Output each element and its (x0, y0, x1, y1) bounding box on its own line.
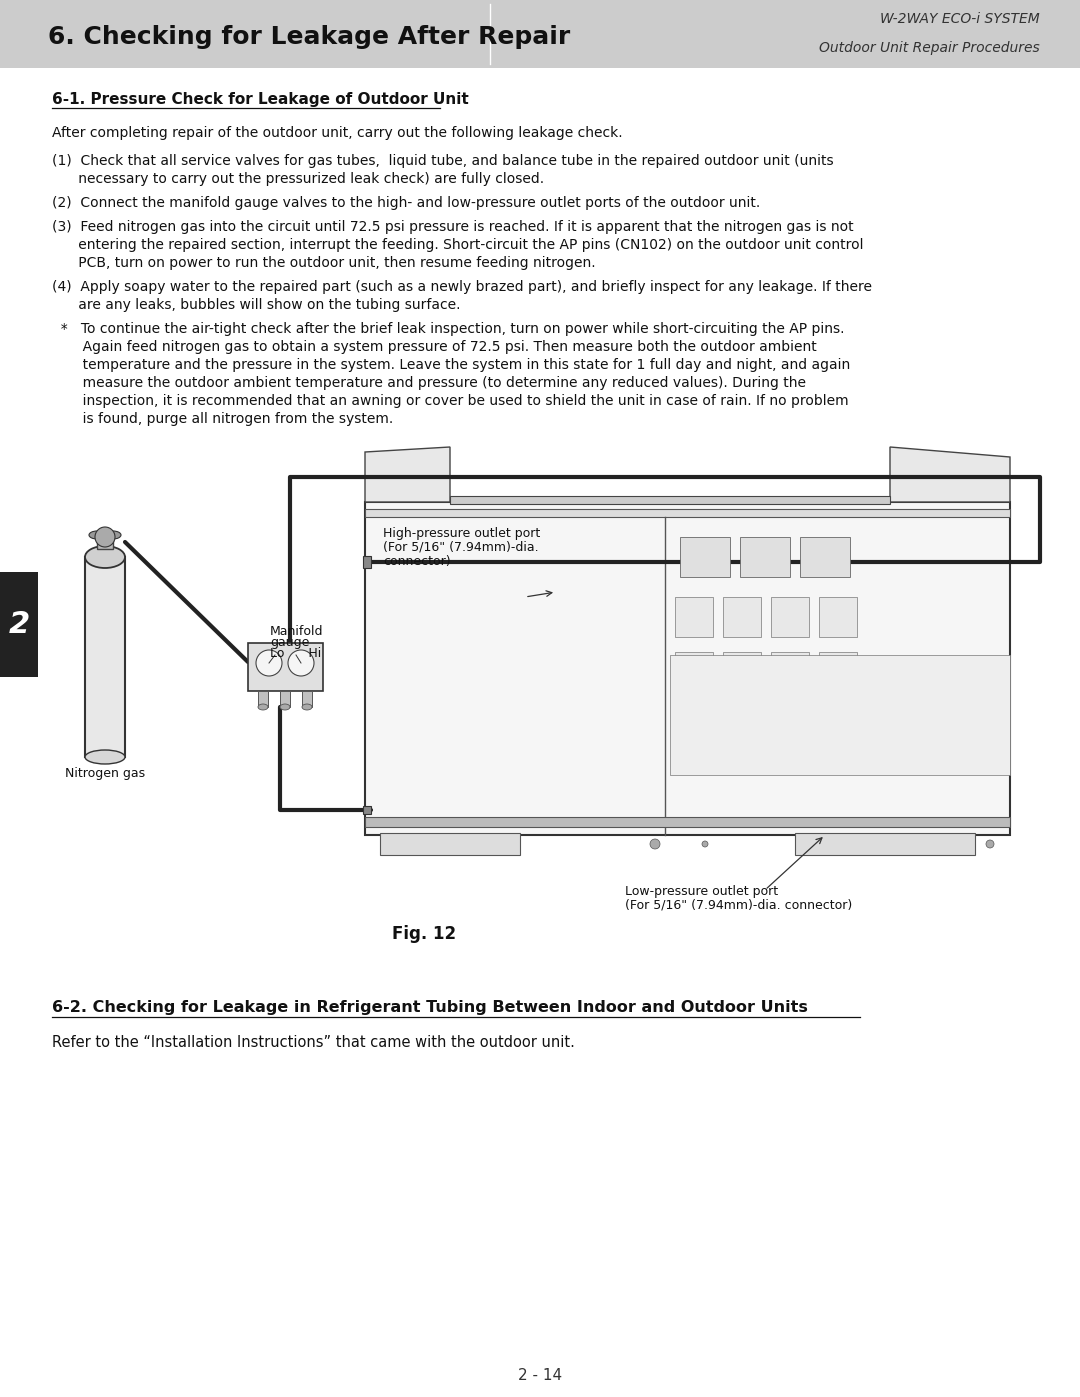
Circle shape (702, 841, 708, 847)
Text: Low-pressure outlet port: Low-pressure outlet port (625, 886, 778, 898)
Bar (670, 655, 1010, 775)
Bar (795, 833, 975, 855)
Circle shape (288, 650, 314, 676)
Ellipse shape (280, 704, 291, 710)
Bar (771, 597, 809, 637)
Bar (675, 652, 713, 692)
Text: entering the repaired section, interrupt the feeding. Short-circuit the AP pins : entering the repaired section, interrupt… (52, 237, 864, 251)
Polygon shape (890, 447, 1010, 502)
Text: Again feed nitrogen gas to obtain a system pressure of 72.5 psi. Then measure bo: Again feed nitrogen gas to obtain a syst… (52, 339, 816, 353)
Bar (819, 597, 858, 637)
Bar (248, 643, 323, 692)
Bar (675, 597, 713, 637)
Bar (0, 0, 1080, 68)
Text: W-2WAY ECO-i SYSTEM: W-2WAY ECO-i SYSTEM (880, 13, 1040, 27)
Text: connector): connector) (383, 555, 450, 569)
Text: Outdoor Unit Repair Procedures: Outdoor Unit Repair Procedures (820, 41, 1040, 54)
Ellipse shape (85, 546, 125, 569)
Bar (258, 692, 268, 707)
Bar (363, 806, 372, 814)
Text: (1)  Check that all service valves for gas tubes,  liquid tube, and balance tube: (1) Check that all service valves for ga… (52, 154, 834, 168)
Bar (365, 509, 1010, 517)
Text: 6-1. Pressure Check for Leakage of Outdoor Unit: 6-1. Pressure Check for Leakage of Outdo… (52, 92, 469, 108)
Bar (380, 833, 519, 855)
Bar (363, 556, 372, 569)
Ellipse shape (258, 704, 268, 710)
Text: (For 5/16" (7.94mm)-dia.: (For 5/16" (7.94mm)-dia. (383, 541, 539, 555)
Ellipse shape (85, 750, 125, 764)
Text: *   To continue the air-tight check after the brief leak inspection, turn on pow: * To continue the air-tight check after … (52, 321, 845, 337)
Bar (800, 536, 850, 577)
Text: 2: 2 (9, 610, 29, 638)
Bar (85, 557, 125, 757)
Text: (For 5/16" (7.94mm)-dia. connector): (For 5/16" (7.94mm)-dia. connector) (625, 900, 852, 912)
Circle shape (256, 650, 282, 676)
Bar (365, 502, 1010, 835)
Text: temperature and the pressure in the system. Leave the system in this state for 1: temperature and the pressure in the syst… (52, 358, 850, 372)
Bar (0, 571, 38, 678)
Text: is found, purge all nitrogen from the system.: is found, purge all nitrogen from the sy… (52, 412, 393, 426)
Text: Refer to the “Installation Instructions” that came with the outdoor unit.: Refer to the “Installation Instructions”… (52, 1035, 575, 1051)
Text: necessary to carry out the pressurized leak check) are fully closed.: necessary to carry out the pressurized l… (52, 172, 544, 186)
Text: High-pressure outlet port: High-pressure outlet port (383, 527, 540, 541)
Text: 6-2. Checking for Leakage in Refrigerant Tubing Between Indoor and Outdoor Units: 6-2. Checking for Leakage in Refrigerant… (52, 1000, 808, 1016)
Text: inspection, it is recommended that an awning or cover be used to shield the unit: inspection, it is recommended that an aw… (52, 394, 849, 408)
Text: Lo      Hi: Lo Hi (270, 647, 321, 659)
Circle shape (650, 840, 660, 849)
Bar (819, 652, 858, 692)
Circle shape (95, 527, 114, 548)
Text: (2)  Connect the manifold gauge valves to the high- and low-pressure outlet port: (2) Connect the manifold gauge valves to… (52, 196, 760, 210)
Text: 2 - 14: 2 - 14 (518, 1368, 562, 1383)
Ellipse shape (89, 531, 105, 539)
Text: Fig. 12: Fig. 12 (392, 925, 456, 943)
Bar (771, 652, 809, 692)
Bar (302, 692, 312, 707)
Text: measure the outdoor ambient temperature and pressure (to determine any reduced v: measure the outdoor ambient temperature … (52, 376, 806, 390)
Text: (4)  Apply soapy water to the repaired part (such as a newly brazed part), and b: (4) Apply soapy water to the repaired pa… (52, 279, 872, 293)
Text: Nitrogen gas: Nitrogen gas (65, 767, 145, 780)
Ellipse shape (105, 531, 121, 539)
Bar (365, 817, 1010, 827)
Text: After completing repair of the outdoor unit, carry out the following leakage che: After completing repair of the outdoor u… (52, 126, 623, 140)
Bar (97, 535, 113, 549)
Bar (280, 692, 291, 707)
Bar (723, 597, 761, 637)
Text: PCB, turn on power to run the outdoor unit, then resume feeding nitrogen.: PCB, turn on power to run the outdoor un… (52, 256, 596, 270)
Text: are any leaks, bubbles will show on the tubing surface.: are any leaks, bubbles will show on the … (52, 298, 460, 312)
Ellipse shape (302, 704, 312, 710)
Polygon shape (365, 447, 450, 502)
Circle shape (986, 840, 994, 848)
Bar (740, 536, 789, 577)
Text: 6. Checking for Leakage After Repair: 6. Checking for Leakage After Repair (48, 25, 570, 49)
Circle shape (688, 685, 712, 710)
Text: gauge: gauge (270, 636, 309, 650)
Circle shape (738, 715, 762, 739)
Bar (723, 652, 761, 692)
Bar (680, 536, 730, 577)
Bar (450, 496, 890, 504)
Text: (3)  Feed nitrogen gas into the circuit until 72.5 psi pressure is reached. If i: (3) Feed nitrogen gas into the circuit u… (52, 219, 853, 235)
Text: Manifold: Manifold (270, 624, 324, 638)
